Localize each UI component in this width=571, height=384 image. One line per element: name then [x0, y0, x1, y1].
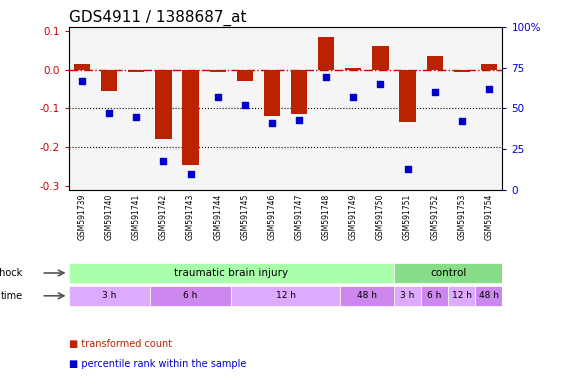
FancyBboxPatch shape — [448, 286, 475, 306]
Text: shock: shock — [0, 268, 22, 278]
Text: GDS4911 / 1388687_at: GDS4911 / 1388687_at — [69, 9, 246, 25]
Bar — [454, 70, 470, 71]
FancyBboxPatch shape — [421, 286, 448, 306]
Text: 3 h: 3 h — [102, 291, 116, 300]
Text: GSM591741: GSM591741 — [132, 194, 141, 240]
FancyBboxPatch shape — [150, 286, 231, 306]
Text: 6 h: 6 h — [428, 291, 442, 300]
Text: GSM591742: GSM591742 — [159, 194, 168, 240]
Text: GSM591751: GSM591751 — [403, 194, 412, 240]
Text: GSM591753: GSM591753 — [457, 194, 467, 240]
Bar — [400, 70, 416, 122]
Text: control: control — [430, 268, 467, 278]
Point — [104, 110, 114, 116]
Bar — [372, 46, 389, 70]
Point — [484, 86, 493, 92]
Text: GSM591739: GSM591739 — [78, 194, 87, 240]
Text: GSM591743: GSM591743 — [186, 194, 195, 240]
FancyBboxPatch shape — [394, 263, 502, 283]
Text: traumatic brain injury: traumatic brain injury — [174, 268, 288, 278]
Bar — [101, 70, 118, 91]
FancyBboxPatch shape — [69, 286, 150, 306]
Text: time: time — [1, 291, 22, 301]
Text: GSM591745: GSM591745 — [240, 194, 250, 240]
Point — [430, 89, 439, 95]
Text: 48 h: 48 h — [479, 291, 499, 300]
Text: GSM591748: GSM591748 — [321, 194, 331, 240]
Text: GSM591754: GSM591754 — [484, 194, 493, 240]
FancyBboxPatch shape — [475, 286, 502, 306]
Text: GSM591740: GSM591740 — [104, 194, 114, 240]
Bar — [237, 70, 253, 81]
Text: GSM591747: GSM591747 — [295, 194, 304, 240]
Text: GSM591746: GSM591746 — [267, 194, 276, 240]
Point — [267, 120, 276, 126]
Bar — [264, 70, 280, 116]
Text: GSM591750: GSM591750 — [376, 194, 385, 240]
Text: 12 h: 12 h — [275, 291, 296, 300]
Bar — [318, 36, 335, 70]
FancyBboxPatch shape — [231, 286, 340, 306]
Bar — [74, 64, 90, 70]
Bar — [210, 70, 226, 71]
Point — [159, 157, 168, 164]
Point — [403, 166, 412, 172]
FancyBboxPatch shape — [69, 263, 394, 283]
Bar — [427, 56, 443, 70]
Bar — [345, 68, 361, 70]
Point — [295, 117, 304, 123]
Point — [132, 113, 141, 119]
Bar — [128, 70, 144, 71]
Point — [457, 118, 467, 124]
Text: GSM591752: GSM591752 — [430, 194, 439, 240]
Bar — [291, 70, 307, 114]
Text: 6 h: 6 h — [183, 291, 198, 300]
Text: GSM591744: GSM591744 — [213, 194, 222, 240]
Text: GSM591749: GSM591749 — [349, 194, 358, 240]
Point — [78, 78, 87, 84]
Text: 48 h: 48 h — [357, 291, 377, 300]
Point — [349, 94, 358, 100]
Text: 3 h: 3 h — [400, 291, 415, 300]
Text: ■ transformed count: ■ transformed count — [69, 339, 172, 349]
FancyBboxPatch shape — [340, 286, 394, 306]
Text: 12 h: 12 h — [452, 291, 472, 300]
Point — [213, 94, 222, 100]
Bar — [481, 64, 497, 70]
Bar — [183, 70, 199, 165]
Point — [240, 102, 250, 108]
Point — [186, 170, 195, 177]
Point — [321, 74, 331, 81]
Point — [376, 81, 385, 87]
Bar — [155, 70, 172, 139]
FancyBboxPatch shape — [394, 286, 421, 306]
Text: ■ percentile rank within the sample: ■ percentile rank within the sample — [69, 359, 246, 369]
